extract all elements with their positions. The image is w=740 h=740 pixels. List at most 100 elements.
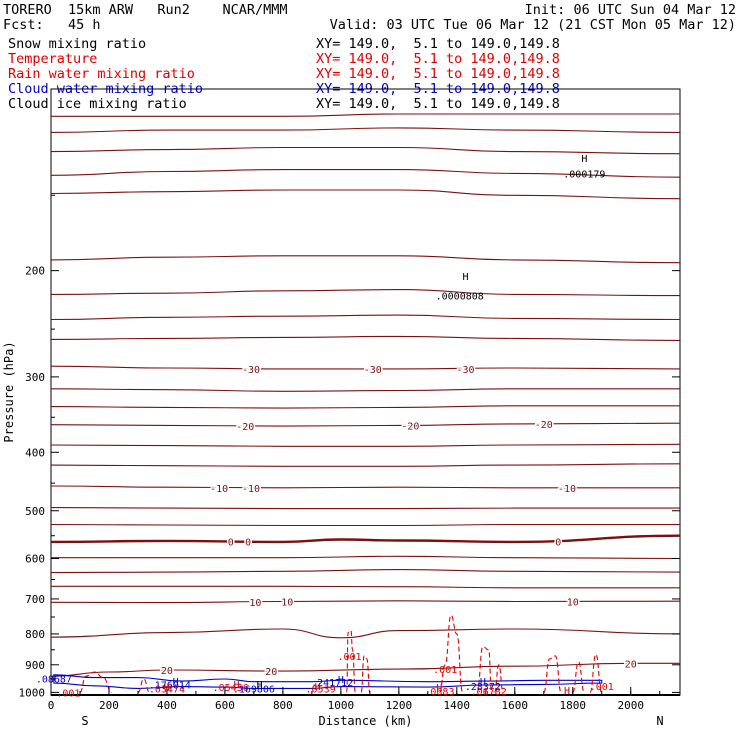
temperature-label: -30 bbox=[456, 365, 474, 376]
x-tick-label: 1400 bbox=[444, 699, 471, 712]
legend-xy: XY= 149.0, 5.1 to 149.0,149.8 bbox=[316, 66, 560, 82]
temperature-label: -10 bbox=[242, 484, 260, 495]
maximum-mark: .000179 bbox=[563, 169, 605, 180]
valid-time: Valid: 03 UTC Tue 06 Mar 12 (21 CST Mon … bbox=[329, 17, 736, 33]
y-tick-label: 200 bbox=[25, 265, 45, 278]
temperature-contour bbox=[51, 555, 681, 560]
x-tick-label: 1800 bbox=[560, 699, 587, 712]
cloud-water-label: .169806 bbox=[233, 684, 275, 695]
rain-label: .06782 bbox=[471, 687, 507, 698]
cloud-water-contour bbox=[53, 674, 603, 689]
x-axis-label: Distance (km) bbox=[319, 714, 413, 728]
temperature-label: 10 bbox=[281, 598, 293, 609]
temperature-contour bbox=[50, 127, 681, 133]
temperature-contour bbox=[50, 289, 681, 297]
x-tick-label: 1000 bbox=[328, 699, 355, 712]
temperature-contour bbox=[50, 569, 681, 574]
rain-water-contour bbox=[543, 655, 562, 693]
y-tick-label: 900 bbox=[25, 659, 45, 672]
maximum-mark: H bbox=[564, 686, 570, 697]
south-label: S bbox=[81, 714, 88, 728]
temperature-label: 20 bbox=[625, 659, 637, 670]
temperature-label: -30 bbox=[242, 365, 260, 376]
rain-label: .05456 bbox=[213, 683, 249, 694]
y-tick-label: 600 bbox=[25, 553, 45, 566]
legend-field: Cloud ice mixing ratio bbox=[8, 96, 187, 112]
rain-label: .001 bbox=[338, 652, 362, 663]
maximum-mark: H bbox=[480, 677, 486, 688]
rain-water-contour bbox=[438, 614, 464, 693]
legend-field: Temperature bbox=[8, 51, 98, 67]
temperature-label: -10 bbox=[558, 484, 576, 495]
rain-label: .0539 bbox=[306, 684, 336, 695]
x-tick-label: 200 bbox=[99, 699, 119, 712]
y-tick-label: 800 bbox=[25, 628, 45, 641]
x-tick-label: 600 bbox=[215, 699, 235, 712]
temperature-contour bbox=[50, 169, 681, 178]
cloud-water-label: .08687 bbox=[36, 674, 72, 685]
temperature-contour bbox=[50, 113, 680, 117]
rain-label: .0683 bbox=[424, 687, 454, 698]
temperature-label: 20 bbox=[161, 666, 173, 677]
temperature-label: -20 bbox=[236, 422, 254, 433]
temperature-contour bbox=[50, 422, 681, 427]
temperature-label: 0 bbox=[245, 537, 251, 548]
x-tick-label: 800 bbox=[273, 699, 293, 712]
temperature-contour bbox=[50, 335, 681, 341]
temperature-contour bbox=[51, 585, 680, 589]
maximum-mark: H bbox=[462, 272, 468, 283]
temperature-label: -10 bbox=[210, 484, 228, 495]
y-axis-label: Pressure (hPa) bbox=[2, 341, 16, 442]
cloud-water-label: .241712 bbox=[311, 678, 353, 689]
temperature-label: 10 bbox=[249, 598, 261, 609]
temperature-label: -30 bbox=[364, 365, 382, 376]
temperature-contour bbox=[50, 523, 680, 527]
y-tick-label: 1000 bbox=[19, 686, 46, 699]
legend-xy: XY= 149.0, 5.1 to 149.0,149.8 bbox=[316, 36, 560, 52]
x-tick-label: 2000 bbox=[617, 699, 644, 712]
rain-water-contour bbox=[589, 653, 603, 693]
temperature-contour bbox=[50, 189, 681, 200]
legend-field: Rain water mixing ratio bbox=[8, 66, 195, 82]
rain-water-contour bbox=[346, 630, 356, 693]
temperature-contour bbox=[50, 628, 681, 639]
init-time: Init: 06 UTC Sun 04 Mar 12 bbox=[524, 2, 736, 18]
north-label: N bbox=[656, 714, 663, 728]
maximum-mark: H bbox=[581, 154, 587, 165]
temperature-contour bbox=[50, 405, 680, 409]
cloud-water-label: .176014 bbox=[149, 680, 191, 691]
legend-field: Snow mixing ratio bbox=[8, 36, 147, 52]
cloud-water-label: .28372 bbox=[465, 682, 501, 693]
y-tick-label: 500 bbox=[25, 505, 45, 518]
temperature-contour bbox=[50, 485, 680, 489]
temperature-label: 0 bbox=[555, 537, 561, 548]
temperature-contour bbox=[50, 600, 681, 604]
temperature-contour bbox=[50, 534, 681, 544]
rain-water-contour bbox=[137, 678, 150, 693]
y-tick-label: 300 bbox=[25, 371, 45, 384]
temperature-contour bbox=[50, 443, 681, 447]
rain-label: .001 bbox=[56, 688, 80, 699]
maximum-mark: H bbox=[173, 677, 179, 688]
temperature-label: 0 bbox=[228, 537, 234, 548]
x-tick-label: 0 bbox=[48, 699, 55, 712]
temperature-label: -20 bbox=[401, 421, 419, 432]
maximum-mark: H bbox=[315, 682, 321, 693]
temperature-label: 20 bbox=[265, 667, 277, 678]
temperature-label: 10 bbox=[567, 598, 579, 609]
temperature-contour bbox=[50, 388, 680, 392]
maximum-mark: .0000808 bbox=[436, 292, 484, 303]
maximum-mark: H bbox=[338, 675, 344, 686]
temperature-contour bbox=[50, 146, 681, 155]
temperature-contour bbox=[50, 463, 681, 467]
temperature-contour bbox=[50, 365, 681, 370]
maximum-mark: H bbox=[233, 680, 239, 691]
rain-water-contour bbox=[476, 646, 493, 693]
temperature-contour bbox=[50, 255, 681, 264]
temperature-contour bbox=[50, 314, 681, 321]
x-tick-label: 1200 bbox=[386, 699, 413, 712]
rain-water-contour bbox=[572, 661, 585, 693]
temperature-contour bbox=[50, 662, 680, 677]
x-tick-label: 1600 bbox=[502, 699, 529, 712]
